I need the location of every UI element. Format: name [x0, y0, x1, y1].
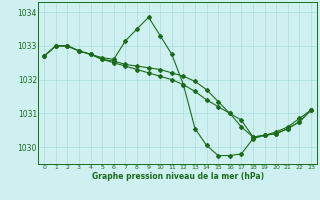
X-axis label: Graphe pression niveau de la mer (hPa): Graphe pression niveau de la mer (hPa) [92, 172, 264, 181]
